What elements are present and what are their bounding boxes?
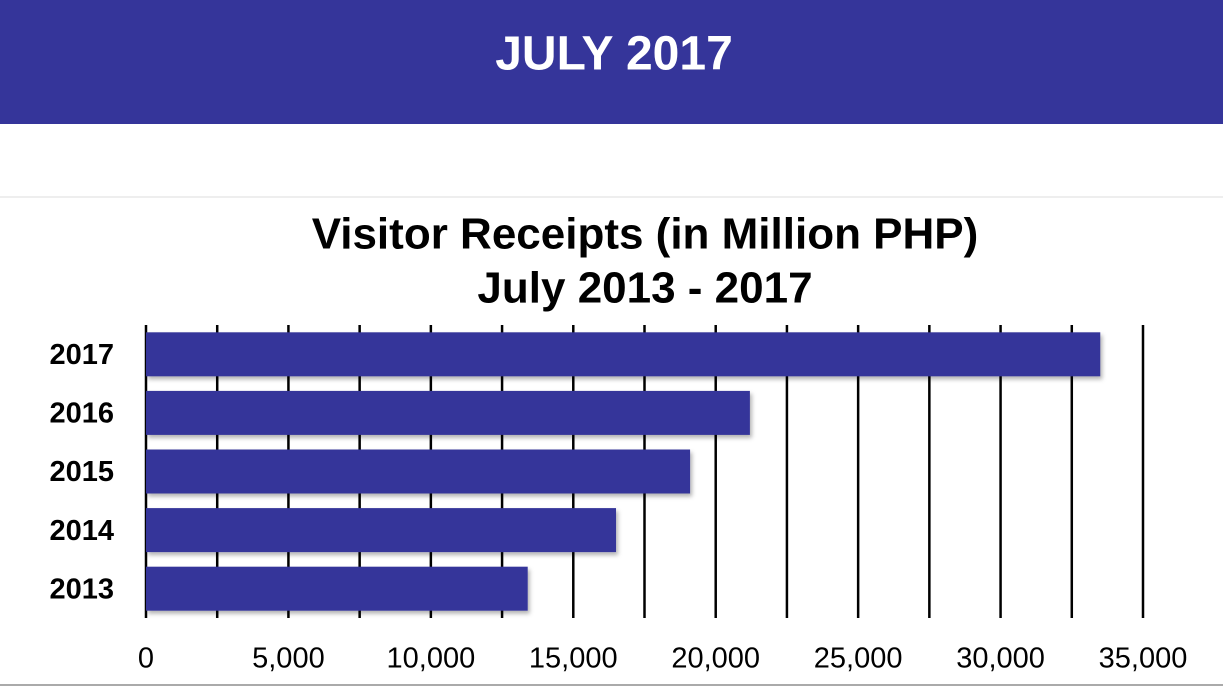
bar xyxy=(146,449,691,494)
x-tick-label: 30,000 xyxy=(956,643,1045,675)
y-tick-label: 2013 xyxy=(49,573,114,605)
x-tick-label: 0 xyxy=(138,643,154,675)
header-band xyxy=(0,0,1223,124)
chart-title: Visitor Receipts (in Million PHP) xyxy=(312,210,979,259)
bar xyxy=(146,566,528,611)
y-tick-label: 2017 xyxy=(49,339,114,371)
y-tick-label: 2015 xyxy=(49,456,114,488)
bar xyxy=(146,390,750,435)
chart-subtitle: July 2013 - 2017 xyxy=(477,264,812,313)
x-tick-label: 10,000 xyxy=(387,643,476,675)
x-tick-label: 20,000 xyxy=(671,643,760,675)
x-tick-label: 5,000 xyxy=(252,643,325,675)
plot: 0 5,000 10,000 15,000 20,000 25,000 30,000 35,0… xyxy=(49,325,1187,675)
x-tick-label: 15,000 xyxy=(529,643,618,675)
bar xyxy=(146,332,1101,377)
y-tick-label: 2014 xyxy=(49,515,114,547)
header-title: JULY 2017 xyxy=(495,28,733,81)
bar xyxy=(146,508,617,553)
x-tick-label: 35,000 xyxy=(1099,643,1188,675)
y-tick-label: 2016 xyxy=(49,398,114,430)
x-tick-label: 25,000 xyxy=(814,643,903,675)
